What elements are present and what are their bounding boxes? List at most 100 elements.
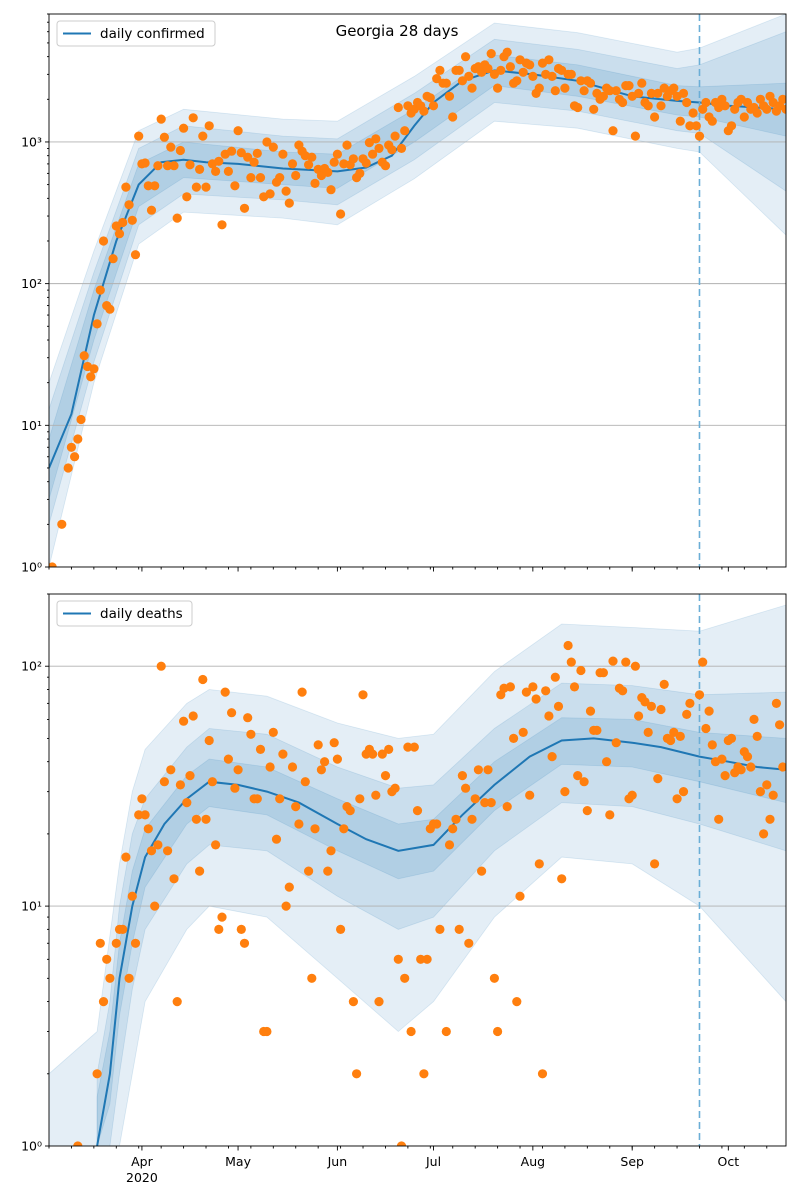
data-point xyxy=(284,882,294,892)
data-point xyxy=(544,711,554,721)
data-point xyxy=(525,60,535,70)
data-point xyxy=(585,706,596,716)
data-point xyxy=(371,790,381,800)
data-point xyxy=(262,1026,272,1037)
data-point xyxy=(778,762,786,772)
data-point xyxy=(374,997,384,1007)
data-point xyxy=(573,771,583,781)
data-point xyxy=(265,189,275,199)
data-point xyxy=(220,687,230,697)
data-point xyxy=(336,924,346,935)
data-point xyxy=(393,102,403,113)
data-point xyxy=(252,148,262,158)
data-point xyxy=(547,71,557,81)
data-point xyxy=(656,101,666,111)
data-point xyxy=(512,76,522,86)
data-point xyxy=(771,698,782,709)
data-point xyxy=(448,824,458,834)
data-point xyxy=(611,86,621,96)
data-point xyxy=(368,749,378,759)
data-point xyxy=(653,774,663,784)
data-point xyxy=(698,657,708,667)
data-point xyxy=(262,137,272,147)
data-point xyxy=(243,152,253,162)
data-point xyxy=(384,744,394,755)
data-point xyxy=(640,697,650,707)
data-point xyxy=(598,668,609,678)
data-point xyxy=(166,765,176,775)
data-point xyxy=(275,173,285,183)
data-point xyxy=(217,220,227,230)
data-point xyxy=(483,765,493,775)
confirmed-panel: 10⁰ 10¹ 10² 10³ daily confirmed xyxy=(21,13,787,575)
data-point xyxy=(195,164,205,174)
data-point xyxy=(534,83,544,93)
data-point xyxy=(239,203,250,213)
data-point xyxy=(717,754,727,764)
data-point xyxy=(329,738,339,748)
data-point xyxy=(95,938,105,948)
data-point xyxy=(287,762,298,772)
data-point xyxy=(393,954,403,964)
data-point xyxy=(130,938,141,948)
data-point xyxy=(457,76,467,86)
data-point xyxy=(598,91,609,101)
data-point xyxy=(368,149,378,159)
data-point xyxy=(121,182,131,192)
data-point xyxy=(480,798,490,808)
data-point xyxy=(281,901,291,911)
data-point xyxy=(685,698,695,709)
data-point xyxy=(127,891,137,901)
data-point xyxy=(742,97,753,108)
data-point xyxy=(169,874,179,884)
data-point xyxy=(701,723,711,734)
data-point xyxy=(634,88,644,98)
data-point xyxy=(726,121,737,131)
data-point xyxy=(239,938,250,948)
data-point xyxy=(720,771,730,781)
data-point xyxy=(775,720,785,730)
data-point xyxy=(714,814,724,824)
data-point xyxy=(172,997,182,1007)
data-point xyxy=(150,901,160,911)
data-point xyxy=(150,181,160,191)
data-point xyxy=(339,824,349,834)
data-point xyxy=(422,954,432,964)
data-point xyxy=(691,121,701,131)
data-point xyxy=(163,846,173,856)
data-point xyxy=(618,97,628,108)
data-point xyxy=(326,185,336,195)
data-point xyxy=(781,104,786,114)
data-point xyxy=(377,749,387,759)
data-point xyxy=(502,47,512,57)
data-point xyxy=(134,131,144,141)
data-point xyxy=(287,159,298,169)
data-point xyxy=(352,1069,362,1079)
data-point xyxy=(156,661,166,671)
data-point xyxy=(618,686,628,696)
data-point xyxy=(304,160,314,170)
data-point xyxy=(89,364,99,374)
data-point xyxy=(134,810,144,820)
data-point xyxy=(307,973,317,983)
data-point xyxy=(441,78,451,88)
data-point xyxy=(249,157,259,167)
data-point xyxy=(637,78,647,88)
data-point xyxy=(409,742,419,752)
data-point xyxy=(489,973,499,983)
data-point xyxy=(425,93,435,103)
data-point xyxy=(396,143,407,153)
data-point xyxy=(778,94,786,104)
data-point xyxy=(550,86,560,96)
data-point xyxy=(759,829,769,839)
deaths-panel: 10⁰ 10¹ 10² Apr May Jun Jul Aug Sep Oct 2020 daily … xyxy=(21,593,787,1185)
data-point xyxy=(265,762,275,772)
legend: daily deaths xyxy=(56,600,193,627)
data-point xyxy=(310,178,320,188)
data-point xyxy=(291,802,301,812)
data-point xyxy=(496,65,506,75)
data-point xyxy=(486,798,496,808)
data-point xyxy=(137,794,147,804)
y-tick-label: 10¹ xyxy=(21,418,42,433)
data-point xyxy=(278,749,288,759)
